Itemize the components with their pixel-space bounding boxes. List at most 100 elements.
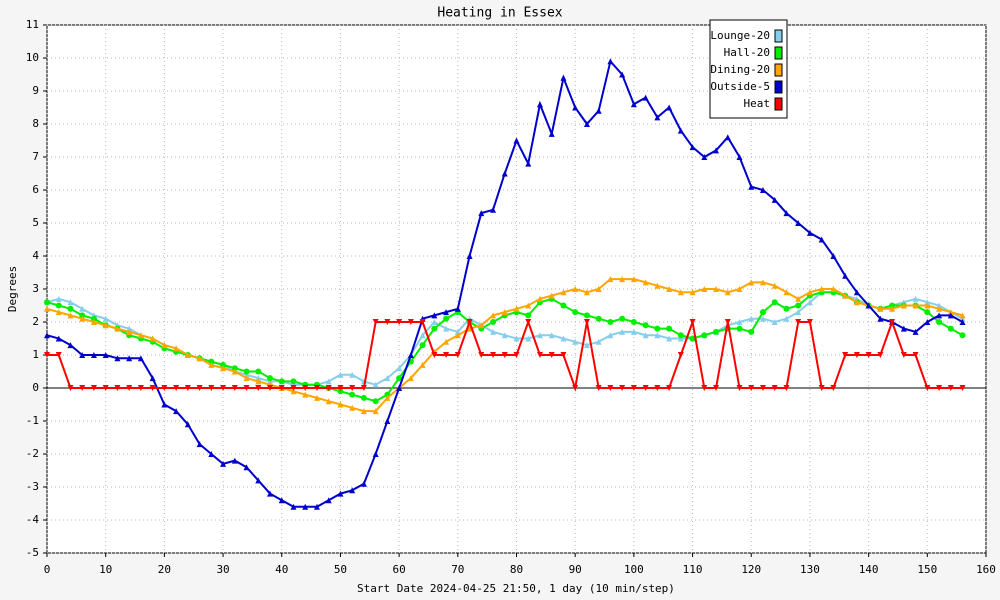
data-point	[548, 352, 555, 358]
data-point	[842, 272, 849, 279]
data-point	[666, 104, 673, 111]
data-point	[114, 385, 121, 391]
data-point	[325, 385, 332, 391]
y-tick-label: 1	[32, 348, 39, 361]
data-point	[431, 319, 438, 325]
legend-label: Hall-20	[724, 46, 770, 59]
data-point	[936, 385, 943, 391]
data-point	[196, 385, 203, 391]
data-point	[771, 196, 778, 203]
data-point	[630, 101, 637, 108]
data-point	[536, 332, 543, 339]
data-point	[278, 497, 285, 504]
data-point	[220, 460, 227, 467]
data-point	[701, 154, 708, 160]
data-point	[443, 315, 450, 322]
data-point	[149, 375, 156, 382]
data-point	[466, 253, 473, 259]
data-point	[302, 503, 309, 510]
data-point	[924, 309, 931, 316]
data-point	[478, 210, 485, 217]
data-point	[771, 319, 778, 325]
data-point	[490, 312, 497, 319]
data-point	[666, 286, 673, 292]
data-point	[208, 385, 215, 391]
data-point	[79, 385, 86, 391]
data-point	[220, 365, 227, 372]
data-point	[137, 332, 144, 339]
data-point	[55, 335, 62, 342]
data-point	[431, 325, 438, 332]
data-point	[67, 305, 74, 312]
data-point	[396, 385, 403, 391]
data-point	[536, 352, 543, 358]
x-tick-label: 150	[917, 563, 937, 576]
data-point	[924, 299, 931, 306]
data-point	[184, 352, 191, 358]
data-point	[936, 319, 943, 325]
data-point	[396, 319, 403, 325]
data-point	[161, 385, 168, 391]
data-point	[736, 319, 743, 325]
data-point	[806, 289, 813, 296]
data-point	[90, 385, 97, 391]
data-point	[959, 312, 966, 319]
data-point	[748, 385, 755, 391]
data-point	[349, 404, 356, 411]
data-point	[654, 114, 661, 121]
data-point	[149, 335, 156, 342]
data-point	[501, 332, 508, 339]
data-point	[959, 385, 966, 391]
data-point	[830, 385, 837, 391]
data-point	[583, 312, 590, 319]
data-point	[900, 325, 907, 332]
data-point	[513, 305, 520, 312]
legend-swatch	[774, 97, 783, 111]
data-point	[114, 325, 121, 332]
x-tick-label: 130	[800, 563, 820, 576]
data-point	[325, 398, 332, 405]
x-tick-label: 160	[976, 563, 996, 576]
x-tick-label: 140	[859, 563, 879, 576]
x-tick-label: 120	[741, 563, 761, 576]
data-point	[654, 385, 661, 391]
data-point	[583, 319, 590, 325]
data-point	[536, 101, 543, 108]
data-point	[349, 487, 356, 494]
legend-swatch	[774, 46, 783, 60]
data-point	[748, 183, 755, 190]
data-point	[137, 355, 144, 362]
data-point	[44, 299, 50, 306]
data-point	[44, 332, 50, 339]
y-tick-label: 11	[26, 18, 39, 31]
data-point	[818, 286, 825, 292]
x-tick-label: 0	[44, 563, 51, 576]
data-point	[313, 503, 320, 510]
x-tick-label: 110	[683, 563, 703, 576]
data-point	[525, 335, 532, 342]
data-point	[689, 335, 696, 342]
data-point	[630, 319, 637, 325]
data-point	[654, 325, 661, 332]
data-point	[243, 375, 250, 382]
data-point	[384, 319, 391, 325]
data-point	[337, 401, 344, 408]
data-point	[630, 385, 637, 391]
legend-label: Dining-20	[710, 63, 770, 76]
data-point	[290, 503, 297, 510]
data-point	[877, 305, 884, 312]
data-point	[630, 276, 637, 283]
data-point	[818, 236, 825, 243]
data-point	[877, 352, 884, 358]
y-tick-label: -3	[26, 480, 39, 493]
x-tick-label: 30	[216, 563, 229, 576]
data-point	[748, 279, 755, 286]
data-point	[701, 332, 708, 339]
data-point	[90, 352, 97, 358]
data-point	[947, 312, 954, 319]
data-point	[173, 385, 180, 391]
data-point	[583, 342, 590, 349]
data-point	[478, 322, 485, 329]
data-point	[220, 385, 227, 391]
